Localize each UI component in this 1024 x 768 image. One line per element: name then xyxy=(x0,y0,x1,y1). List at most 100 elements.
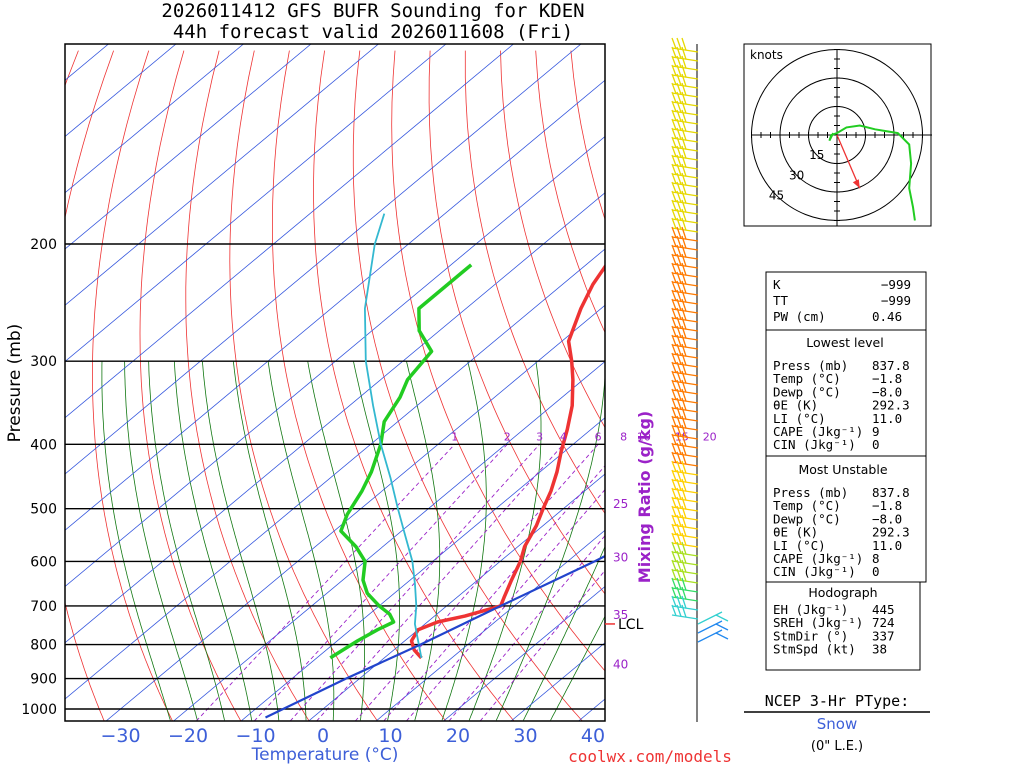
stat-value: 0 xyxy=(872,564,880,579)
wind-barb xyxy=(671,82,699,98)
stat-value: −8.0 xyxy=(872,384,902,399)
ptype-header: NCEP 3-Hr PType: xyxy=(765,692,910,710)
stat-label: Temp (°C) xyxy=(773,498,841,513)
isotherm-line xyxy=(443,585,605,721)
dry-adiabat-line xyxy=(229,50,378,721)
stat-value: −1.8 xyxy=(872,498,902,513)
mixing-ratio-line xyxy=(479,569,605,721)
tt-label: TT xyxy=(773,293,789,308)
isotherm-line xyxy=(375,529,605,721)
mixing-ratio-tick-label: 8 xyxy=(620,430,627,443)
mixing-ratio-line xyxy=(289,443,540,721)
stat-value: −1.8 xyxy=(872,371,902,386)
stat-value: 11.0 xyxy=(872,411,902,426)
wind-barb xyxy=(671,397,699,413)
pressure-tick-label: 700 xyxy=(30,599,57,615)
ptype-accum: (0" L.E.) xyxy=(811,739,863,754)
stat-value: 292.3 xyxy=(872,525,910,540)
stat-label: Temp (°C) xyxy=(773,371,841,386)
isotherm-line xyxy=(65,44,312,250)
wind-barb xyxy=(671,136,699,152)
stat-value: 292.3 xyxy=(872,398,910,413)
stats-table: K −999 TT −999 PW (cm) 0.46 Lowest level… xyxy=(765,271,927,671)
moist-adiabat-line xyxy=(148,361,225,721)
dry-adiabat-line xyxy=(352,50,583,721)
stat-value: 0 xyxy=(872,437,880,452)
wind-barb xyxy=(671,478,699,494)
stat-label: CAPE (Jkg⁻¹) xyxy=(773,424,863,439)
hodograph-units: knots xyxy=(750,48,783,62)
mixing-ratio-line xyxy=(195,443,456,721)
hodograph-ring-label: 45 xyxy=(769,189,784,203)
wind-barb xyxy=(671,595,699,611)
trace-parcel xyxy=(363,213,423,659)
lcl-label: LCL xyxy=(618,617,644,633)
hodograph: knots 15 30 45 xyxy=(743,43,932,227)
pressure-tick-label: 300 xyxy=(30,354,57,370)
mixing-ratio-labels: 123468101520 xyxy=(451,430,716,443)
mixing-ratio-line xyxy=(406,488,605,721)
dry-adiabat-line xyxy=(535,50,605,334)
side-number-label: 35 xyxy=(613,608,628,622)
wind-barb xyxy=(671,37,699,53)
dry-adiabats xyxy=(65,50,605,721)
wind-barb xyxy=(697,620,729,634)
wind-barb xyxy=(671,604,699,620)
dry-adiabat-line xyxy=(500,50,605,429)
chart-title-line2: 44h forecast valid 2026011608 (Fri) xyxy=(173,21,573,43)
mixing-ratio-tick-label: 1 xyxy=(451,430,458,443)
moist-adiabat-line xyxy=(406,361,441,721)
pressure-tick-label: 200 xyxy=(30,237,57,253)
wind-barb xyxy=(671,244,699,260)
pressure-tick-label: 500 xyxy=(30,502,57,518)
wind-barb xyxy=(671,172,699,188)
wind-barb xyxy=(671,460,699,476)
mixing-ratio-line xyxy=(253,443,508,721)
mixing-ratio-tick-label: 20 xyxy=(703,430,717,443)
side-number-label: 25 xyxy=(613,497,628,511)
wind-barb xyxy=(671,343,699,359)
wind-barb xyxy=(697,629,729,643)
stat-value: −8.0 xyxy=(872,511,902,526)
trace-lowest-level-adiabat xyxy=(265,554,605,719)
wind-barb xyxy=(671,226,699,242)
wind-barb xyxy=(671,487,699,503)
stat-label: Dewp (°C) xyxy=(773,384,841,399)
wind-barb xyxy=(671,289,699,305)
temperature-tick-label: 0 xyxy=(317,725,329,747)
stat-label: LI (°C) xyxy=(773,411,826,426)
stat-label: CIN (Jkg⁻¹) xyxy=(773,437,856,452)
stat-label: SREH (Jkg⁻¹) xyxy=(773,615,863,630)
moist-adiabats xyxy=(101,361,605,721)
stat-label: Dewp (°C) xyxy=(773,511,841,526)
plot-background xyxy=(65,44,605,721)
wind-barb xyxy=(671,469,699,485)
wind-barb xyxy=(671,118,699,134)
mixing-ratio-tick-label: 10 xyxy=(637,430,651,443)
storm-motion-vector xyxy=(836,134,861,189)
k-value: −999 xyxy=(881,277,911,292)
wind-barb xyxy=(697,611,729,625)
isotherm-line xyxy=(240,417,605,721)
moist-adiabat-line xyxy=(232,361,307,721)
trace-temperature xyxy=(409,263,605,660)
mixing-ratio-line xyxy=(316,443,564,721)
wind-barb xyxy=(671,163,699,179)
wind-barb xyxy=(671,55,699,71)
tt-value: −999 xyxy=(881,293,911,308)
wind-barbs xyxy=(671,37,729,643)
dry-adiabat-line xyxy=(65,50,114,721)
mixing-ratio-tick-label: 4 xyxy=(560,430,567,443)
dry-adiabat-line xyxy=(391,50,605,672)
k-label: K xyxy=(773,277,781,292)
hodograph-rings: 15 30 45 xyxy=(751,49,932,227)
isotherm-line xyxy=(65,44,514,419)
footer-url: coolwx.com/models xyxy=(568,747,732,766)
temperature-tick-label: 10 xyxy=(378,725,402,747)
pressure-tick-label: 1000 xyxy=(21,702,57,718)
mixing-ratio-tick-label: 3 xyxy=(536,430,543,443)
wind-barb xyxy=(671,181,699,197)
wind-barb xyxy=(671,451,699,467)
moist-adiabat-line xyxy=(495,370,605,721)
